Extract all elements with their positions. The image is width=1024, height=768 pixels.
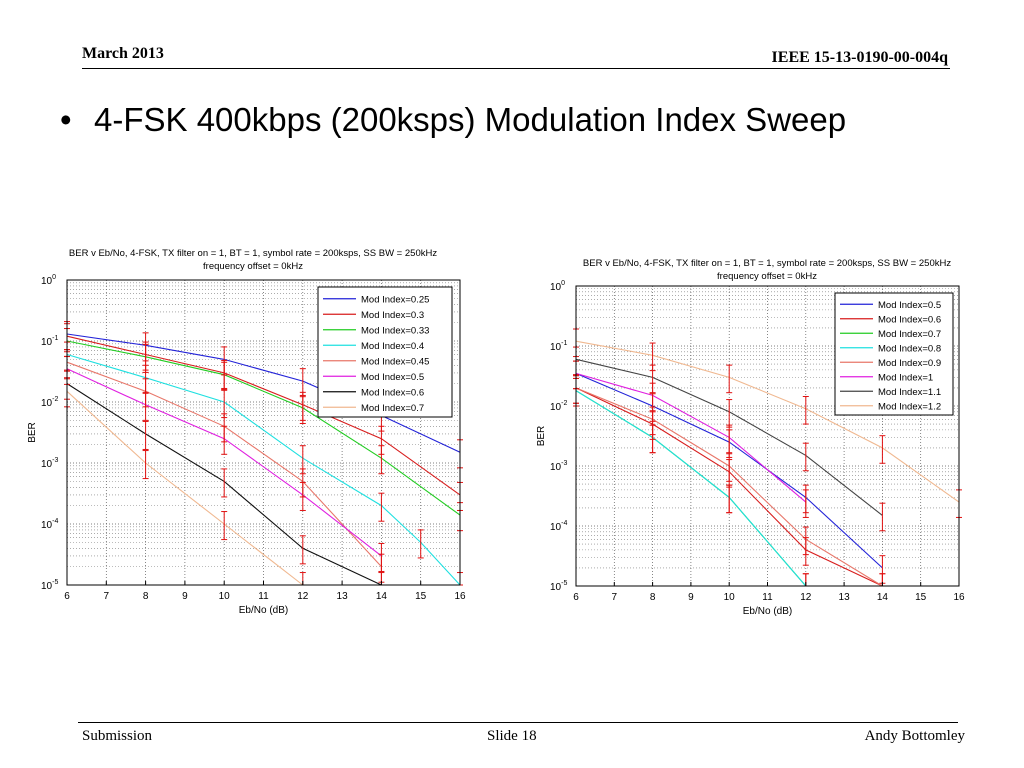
x-tick-label: 12 (297, 591, 309, 602)
x-tick-label: 14 (376, 591, 388, 602)
y-tick-label: 10-3 (41, 457, 58, 470)
y-tick-label: 10-5 (41, 579, 58, 592)
y-tick-label: 10-4 (550, 520, 567, 533)
x-tick-label: 12 (800, 592, 812, 603)
legend-entry: Mod Index=0.5 (878, 300, 941, 311)
x-axis-label: Eb/No (dB) (743, 606, 792, 617)
legend-entry: Mod Index=0.45 (361, 356, 429, 367)
chart-title: BER v Eb/No, 4-FSK, TX filter on = 1, BT… (69, 248, 437, 259)
x-tick-label: 7 (612, 592, 618, 603)
y-tick-label: 10-1 (41, 335, 58, 348)
x-tick-label: 7 (104, 591, 110, 602)
x-tick-label: 9 (688, 592, 694, 603)
header-divider (82, 68, 950, 69)
bullet-dot: • (60, 101, 72, 138)
y-tick-label: 10-1 (550, 340, 567, 353)
x-tick-label: 11 (762, 592, 773, 603)
y-tick-label: 10-3 (550, 460, 567, 473)
series-line-2 (66, 335, 461, 496)
y-axis-label: BER (27, 422, 38, 443)
legend-entry: Mod Index=0.33 (361, 325, 429, 336)
y-axis-label: BER (536, 426, 547, 447)
slide-bullet: • 4-FSK 400kbps (200ksps) Modulation Inde… (60, 101, 846, 139)
x-tick-label: 13 (337, 591, 349, 602)
series-line-8 (66, 390, 304, 586)
chart-subtitle: frequency offset = 0kHz (203, 261, 303, 272)
ber-chart-left: BER v Eb/No, 4-FSK, TX filter on = 1, BT… (27, 248, 466, 616)
series-line-1 (66, 333, 461, 453)
x-tick-label: 9 (182, 591, 188, 602)
y-tick-label: 10-2 (41, 396, 58, 409)
legend: Mod Index=0.5 Mod Index=0.6 Mod Index=0.7 M… (834, 292, 954, 416)
legend-entry: Mod Index=0.7 (361, 403, 424, 414)
legend-entry: Mod Index=0.3 (361, 310, 424, 321)
x-tick-label: 6 (573, 592, 579, 603)
legend: Mod Index=0.25 Mod Index=0.3 Mod Index=0.3… (317, 286, 453, 418)
footer-slide-number: Slide 18 (487, 728, 537, 744)
ber-chart-right: BER v Eb/No, 4-FSK, TX filter on = 1, BT… (536, 258, 965, 617)
y-tick-label: 10-5 (550, 580, 567, 593)
footer-divider (78, 722, 958, 723)
legend-entry: Mod Index=1.2 (878, 401, 941, 412)
x-tick-label: 10 (724, 592, 736, 603)
x-tick-label: 16 (953, 592, 965, 603)
legend-box (317, 286, 453, 418)
legend-entry: Mod Index=0.9 (878, 358, 941, 369)
legend-entry: Mod Index=0.6 (878, 314, 941, 325)
bullet-text: 4-FSK 400kbps (200ksps) Modulation Index… (94, 101, 847, 138)
x-tick-label: 15 (415, 591, 427, 602)
x-tick-label: 15 (915, 592, 927, 603)
x-tick-label: 13 (839, 592, 851, 603)
legend-box (834, 292, 954, 416)
legend-entry: Mod Index=0.25 (361, 294, 429, 305)
series-line-8 (575, 340, 960, 503)
x-tick-label: 11 (258, 591, 269, 602)
legend-entry: Mod Index=0.7 (878, 329, 941, 340)
x-tick-label: 6 (64, 591, 70, 602)
legend-entry: Mod Index=0.5 (361, 372, 424, 383)
series-line-6 (575, 372, 807, 503)
legend-entry: Mod Index=1 (878, 372, 933, 383)
x-tick-label: 16 (454, 591, 466, 602)
series-line-3 (66, 340, 461, 516)
minor-gridlines (576, 288, 959, 569)
footer-author: Andy Bottomley (864, 728, 965, 744)
series-line-4 (575, 390, 807, 587)
y-tick-label: 10-2 (550, 400, 567, 413)
x-tick-label: 14 (877, 592, 889, 603)
legend-entry: Mod Index=0.4 (361, 341, 424, 352)
footer-submission: Submission (82, 728, 153, 744)
x-axis-label: Eb/No (dB) (239, 605, 288, 616)
chart-subtitle: frequency offset = 0kHz (717, 271, 817, 282)
x-tick-label: 8 (650, 592, 656, 603)
header-doc-id: IEEE 15-13-0190-00-004q (771, 49, 948, 66)
y-tick-label: 100 (550, 280, 565, 293)
y-tick-label: 10-4 (41, 518, 58, 531)
chart-title: BER v Eb/No, 4-FSK, TX filter on = 1, BT… (583, 258, 951, 269)
x-tick-label: 8 (143, 591, 149, 602)
legend-entry: Mod Index=0.6 (361, 387, 424, 398)
header-date: March 2013 (82, 45, 164, 62)
x-tick-label: 10 (219, 591, 231, 602)
y-tick-label: 100 (41, 274, 56, 287)
legend-entry: Mod Index=0.8 (878, 343, 941, 354)
legend-entry: Mod Index=1.1 (878, 387, 941, 398)
